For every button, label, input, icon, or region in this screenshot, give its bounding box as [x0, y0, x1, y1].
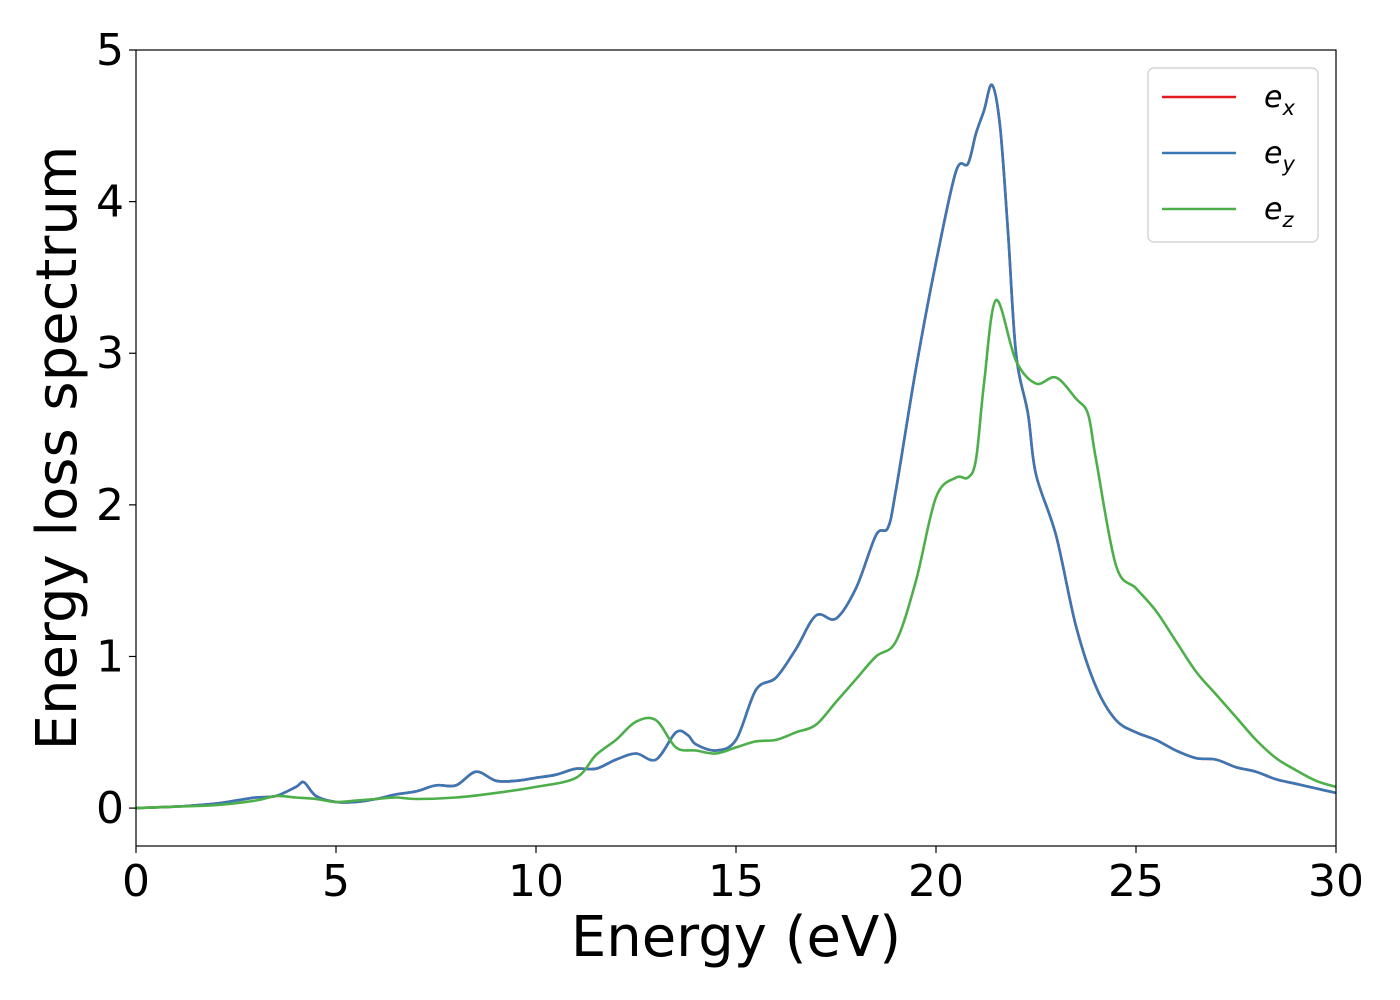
- legend-subscript-z: z: [1281, 208, 1294, 232]
- legend-subscript-y: y: [1281, 152, 1295, 176]
- x-tick-label: 20: [908, 856, 964, 907]
- x-tick-label: 15: [708, 856, 764, 907]
- x-tick-label: 30: [1308, 856, 1364, 907]
- series-lines: [136, 83, 1336, 810]
- x-tick-label: 25: [1108, 856, 1164, 907]
- series-layer: [136, 83, 1336, 810]
- x-tick-label: 5: [322, 856, 350, 907]
- x-tick-label: 10: [508, 856, 564, 907]
- legend-box: [1147, 67, 1319, 243]
- x-tick-label: 0: [122, 856, 150, 907]
- y-tick-label: 0: [96, 783, 124, 834]
- x-axis-label: Energy (eV): [571, 905, 901, 970]
- y-axis-label: Energy loss spectrum: [25, 146, 90, 751]
- legend-subscript-x: x: [1281, 96, 1295, 120]
- y-tick-label: 4: [96, 177, 124, 228]
- axes-layer: 0 5 10 15 20 25 30 0 1 2 3 4 5: [96, 25, 1364, 907]
- series-line-z: [136, 298, 1336, 810]
- y-tick-label: 1: [96, 631, 124, 682]
- y-tick-label: 5: [96, 25, 124, 76]
- y-tick-label: 2: [96, 480, 124, 531]
- y-tick-label: 3: [96, 328, 124, 379]
